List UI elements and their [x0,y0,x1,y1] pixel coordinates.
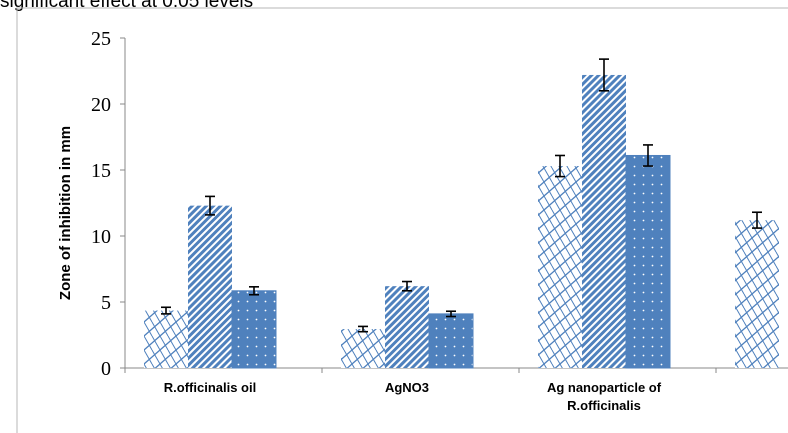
y-tick-label: 5 [101,292,111,314]
x-tick-labels: R.officinalis oil AgNO3 Ag nanoparticle of… [164,380,662,413]
bar-diagonal [188,205,232,368]
bar-diagonal [582,74,626,369]
y-axis: 0 5 10 15 20 25 [91,28,126,380]
x-axis [124,367,788,373]
bar-dotted [428,313,474,369]
y-tick-label: 15 [91,160,111,182]
x-tick-label: AgNO3 [385,380,429,395]
caption-text: significant effect at 0.05 levels [0,0,254,12]
y-tick-label: 10 [91,226,111,248]
bar-dotted [231,290,277,369]
x-tick-label: R.officinalis [567,398,641,413]
bar-crosshatch [735,220,779,368]
x-tick-label: R.officinalis oil [164,380,256,395]
bar-crosshatch [144,310,188,368]
y-axis-label: Zone of inhibition in mm [57,126,74,300]
bar-crosshatch [341,329,385,368]
plot-frame [16,7,788,433]
error-bars-group [161,58,762,333]
bars-group [144,74,779,369]
y-tick-label: 20 [91,94,111,116]
bar-crosshatch [538,166,582,368]
y-tick-label: 25 [91,28,111,50]
x-tick-label: Ag nanoparticle of [547,380,662,395]
y-tick-label: 0 [101,358,111,380]
bar-diagonal [385,286,429,368]
bar-dotted [625,154,671,369]
